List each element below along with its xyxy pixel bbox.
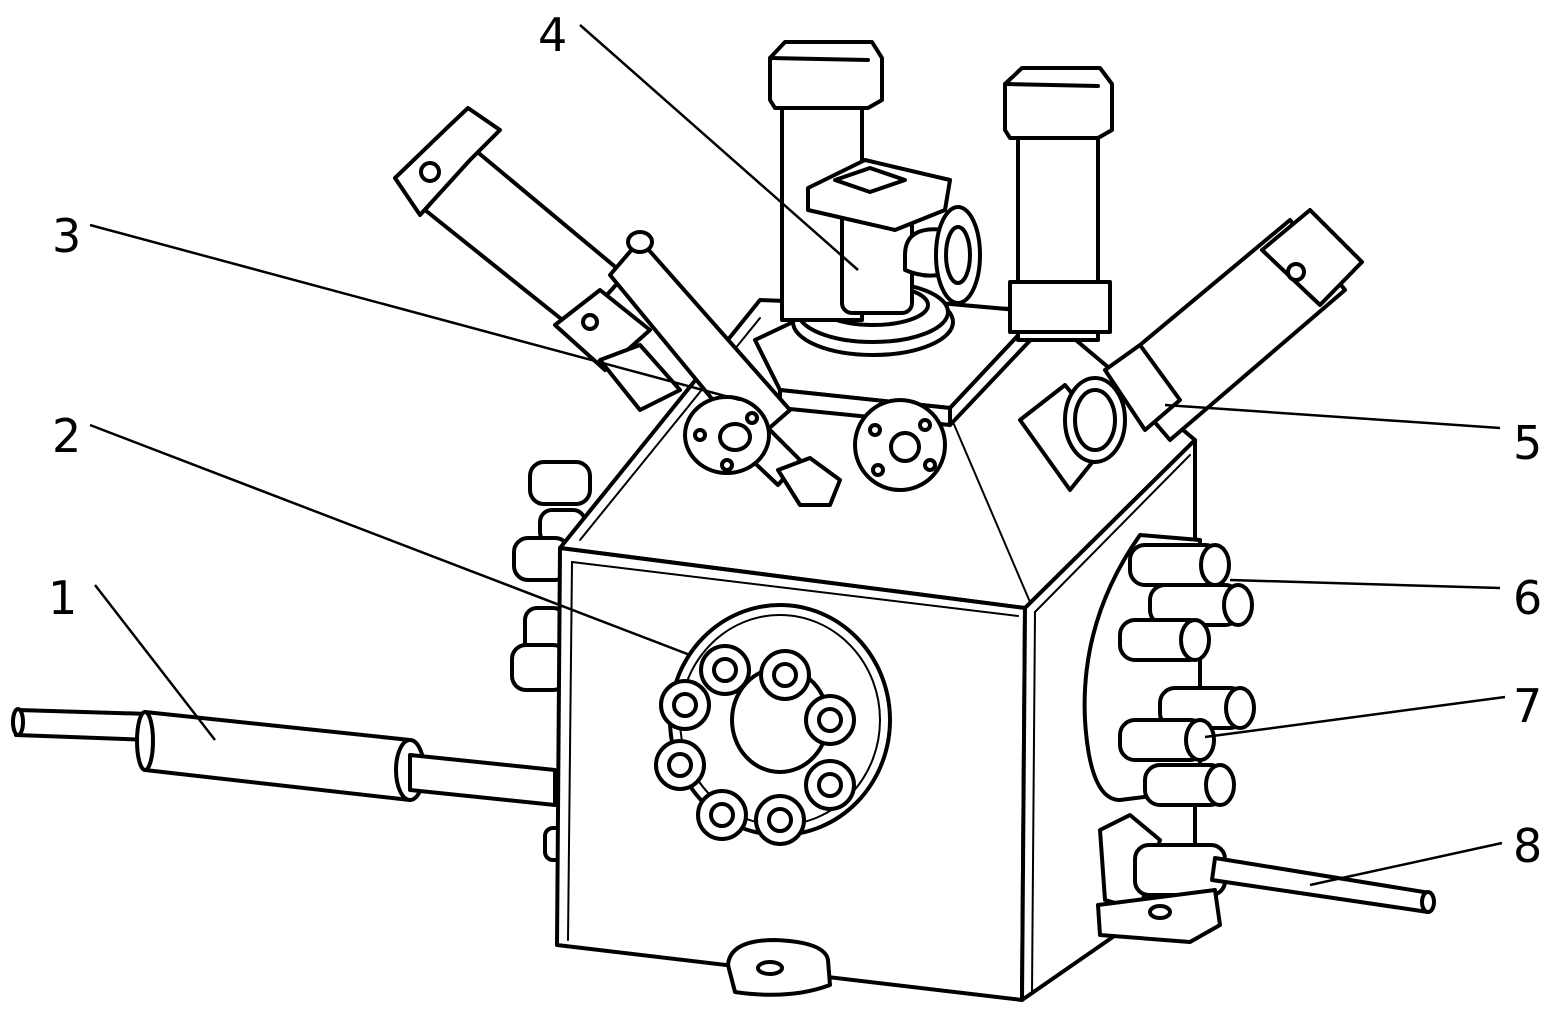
callout-4: 4 [538,12,567,58]
leader-line-8 [1310,843,1502,885]
callout-6: 6 [1513,575,1542,621]
callout-5: 5 [1513,420,1542,466]
callout-1: 1 [48,575,77,621]
leader-line-5 [1165,405,1500,428]
leader-line-2 [90,425,690,655]
leader-line-6 [1230,580,1500,588]
callout-3: 3 [52,213,81,259]
leader-line-4 [580,25,858,270]
leader-line-7 [1205,697,1505,737]
leader-line-1 [95,585,215,740]
leader-line-3 [90,225,740,400]
callout-7: 7 [1513,683,1542,729]
callout-8: 8 [1513,823,1542,869]
callout-2: 2 [52,413,81,459]
